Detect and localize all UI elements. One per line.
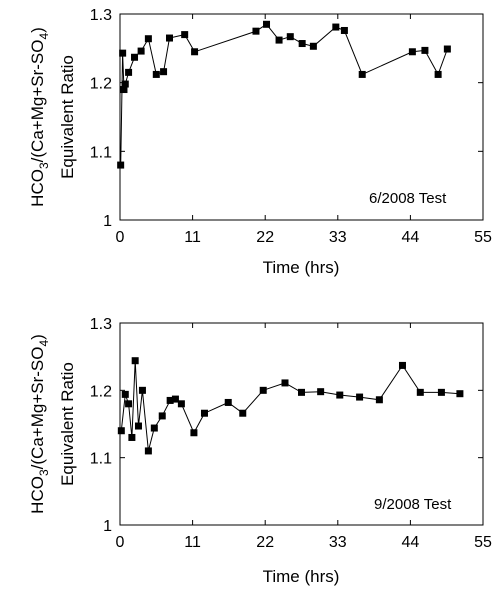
- top-data-point: [340, 26, 348, 34]
- bottom-data-point: [224, 398, 232, 406]
- bottom-data-point: [336, 391, 344, 399]
- top-series-line: [120, 23, 448, 166]
- bottom-y-tick-label: 1.1: [90, 451, 112, 468]
- bottom-data-point: [281, 379, 289, 387]
- top-y-tick-label: 1.2: [90, 76, 112, 93]
- bottom-data-point: [125, 400, 133, 408]
- bottom-y-tick-label: 1: [103, 518, 112, 535]
- top-x-tick-label: 11: [184, 229, 201, 246]
- bottom-data-point: [239, 409, 247, 417]
- bottom-data-point: [437, 388, 445, 396]
- top-data-point: [191, 48, 199, 56]
- bottom-y-tick-label: 1.3: [90, 316, 112, 333]
- bottom-data-point: [456, 390, 464, 398]
- bottom-x-tick-label: 33: [329, 534, 347, 551]
- bottom-data-point: [150, 424, 158, 432]
- top-data-point: [152, 70, 160, 78]
- bottom-y-axis-label-line2: Equivalent Ratio: [58, 362, 77, 486]
- bottom-data-point: [121, 390, 129, 398]
- top-data-point: [121, 80, 129, 88]
- bottom-data-point: [138, 386, 146, 394]
- top-data-point: [286, 33, 294, 41]
- bottom-data-point: [298, 388, 305, 396]
- top-chart: 1 1.1 1.2 1.3 0 11 22 33 44 55 6/2008 Test Time …: [28, 7, 492, 277]
- top-y-tick-label: 1.3: [90, 7, 112, 24]
- top-x-ticks: 0 11 22 33 44 55: [116, 14, 492, 246]
- top-data-point: [443, 45, 451, 53]
- bottom-chart: 1 1.1 1.2 1.3 0 11 22 33 44 55 9/2008 Test Time …: [28, 316, 492, 586]
- bottom-x-tick-label: 11: [184, 534, 201, 551]
- top-annotation: 6/2008 Test: [369, 190, 447, 207]
- bottom-series: [117, 357, 464, 455]
- top-data-point: [263, 20, 271, 28]
- bottom-data-point: [166, 396, 174, 404]
- top-plot-frame: [119, 13, 484, 221]
- top-data-point: [408, 48, 416, 56]
- bottom-data-point: [356, 393, 364, 401]
- top-data-point: [181, 31, 189, 39]
- bottom-annotation: 9/2008 Test: [374, 496, 452, 513]
- top-y-axis-label-line2: Equivalent Ratio: [58, 55, 77, 179]
- bottom-x-ticks: 0 11 22 33 44 55: [116, 323, 492, 551]
- bottom-data-point: [200, 409, 208, 417]
- top-y-axis-label-line1: HCO3/(Ca+Mg+Sr-SO4): [28, 27, 51, 207]
- top-data-point: [332, 23, 340, 31]
- top-data-point: [137, 47, 145, 55]
- bottom-data-point: [317, 388, 325, 396]
- top-data-point: [309, 42, 317, 50]
- top-series: [117, 20, 451, 169]
- top-x-tick-label: 0: [116, 229, 125, 246]
- bottom-y-axis-label-line1: HCO3/(Ca+Mg+Sr-SO4): [28, 334, 51, 514]
- bottom-data-point: [190, 429, 198, 437]
- bottom-data-point: [177, 400, 185, 408]
- top-x-tick-label: 22: [256, 229, 274, 246]
- bottom-data-point: [134, 422, 142, 430]
- bottom-data-point: [259, 386, 267, 394]
- bottom-data-point: [128, 433, 136, 441]
- top-data-point: [252, 27, 260, 35]
- bottom-x-tick-label: 0: [116, 534, 125, 551]
- top-data-point: [144, 35, 152, 43]
- top-data-point: [358, 70, 366, 78]
- top-data-point: [275, 36, 283, 44]
- top-data-point: [117, 161, 125, 169]
- bottom-x-tick-label: 22: [256, 534, 274, 551]
- top-data-point: [434, 70, 442, 78]
- top-y-tick-label: 1: [103, 213, 112, 230]
- bottom-data-point: [131, 357, 139, 365]
- top-data-point: [160, 68, 168, 76]
- top-x-tick-label: 33: [329, 229, 347, 246]
- bottom-data-point: [158, 412, 166, 420]
- top-data-point: [298, 40, 306, 48]
- top-x-tick-label: 55: [474, 229, 492, 246]
- bottom-data-point: [144, 447, 152, 455]
- top-data-point: [125, 68, 133, 76]
- bottom-data-point: [398, 361, 406, 369]
- top-data-point: [421, 46, 429, 54]
- bottom-x-axis-label: Time (hrs): [263, 567, 340, 586]
- top-x-axis-label: Time (hrs): [263, 258, 340, 277]
- top-data-point: [119, 49, 127, 57]
- top-data-point: [166, 34, 173, 42]
- bottom-y-ticks: 1 1.1 1.2 1.3: [90, 316, 483, 535]
- bottom-x-tick-label: 44: [402, 534, 420, 551]
- bottom-x-tick-label: 55: [474, 534, 492, 551]
- bottom-series-line: [120, 360, 460, 452]
- bottom-data-point: [416, 388, 424, 396]
- bottom-data-point: [117, 427, 125, 435]
- bottom-data-point: [171, 395, 179, 403]
- top-x-tick-label: 44: [402, 229, 420, 246]
- top-y-tick-label: 1.1: [90, 144, 112, 161]
- bottom-y-tick-label: 1.2: [90, 383, 112, 400]
- top-data-point: [120, 86, 128, 94]
- bottom-data-point: [375, 396, 383, 404]
- top-y-ticks: 1 1.1 1.2 1.3: [90, 7, 483, 230]
- bottom-plot-frame: [119, 322, 484, 526]
- top-data-point: [131, 53, 139, 61]
